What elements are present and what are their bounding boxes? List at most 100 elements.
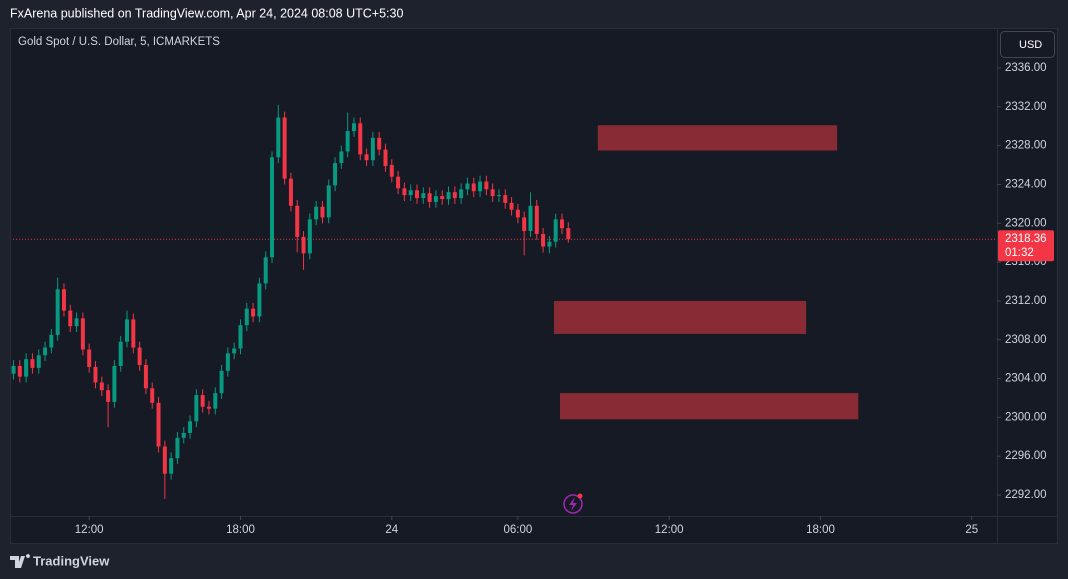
candle-body — [427, 193, 432, 202]
candle-body — [87, 349, 92, 367]
candle-body — [36, 355, 41, 368]
candle-body — [314, 206, 319, 220]
candle-body — [377, 137, 382, 150]
candle-body — [125, 319, 130, 342]
candle-body — [276, 117, 281, 158]
candle-body — [484, 181, 489, 190]
x-tick-label: 06:00 — [503, 524, 532, 536]
candle-body — [339, 151, 344, 164]
x-tick-label: 25 — [965, 524, 978, 536]
zone — [559, 393, 859, 420]
candle-body — [99, 382, 104, 391]
candle-body — [162, 446, 167, 474]
candle-body — [194, 395, 199, 422]
candle-body — [288, 178, 293, 206]
candle-body — [358, 123, 363, 155]
candle-body — [118, 341, 123, 366]
candle-body — [30, 359, 35, 368]
candle-body — [522, 217, 527, 232]
candle-body — [137, 347, 142, 365]
candle-body — [496, 195, 501, 197]
candle-body — [251, 308, 256, 317]
alert-dot — [577, 493, 583, 499]
x-tick-label: 12:00 — [655, 524, 684, 536]
candle-body — [478, 181, 483, 192]
candle-body — [465, 183, 470, 190]
countdown-label: 01:32 — [1005, 247, 1034, 259]
candle-body — [534, 205, 539, 234]
x-tick-label: 18:00 — [226, 524, 255, 536]
price-label: 2318.36 — [1005, 233, 1047, 245]
currency-label: USD — [1019, 39, 1042, 51]
candle-body — [490, 189, 495, 197]
candle-body — [169, 458, 174, 474]
axes: 2292.00 2296.00 2300.00 2304.00 2308.00 2312.… — [75, 62, 1054, 536]
candle-body — [415, 190, 420, 199]
candle-body — [560, 219, 565, 229]
y-tick-label: 2320.00 — [1005, 217, 1047, 229]
candle-body — [421, 193, 426, 199]
candle-body — [509, 202, 514, 210]
candle-body — [175, 437, 180, 459]
candle-body — [244, 308, 249, 326]
candle-body — [446, 192, 451, 200]
candle-body — [206, 406, 211, 409]
brand-name: TradingView — [33, 553, 110, 568]
x-tick-label: 24 — [385, 524, 398, 536]
candle-body — [452, 192, 457, 199]
candle-body — [257, 283, 262, 317]
candle-body — [61, 289, 66, 311]
candle-body — [150, 388, 155, 403]
candle-body — [364, 154, 369, 161]
candle-body — [326, 185, 331, 218]
candle-body — [345, 131, 350, 152]
x-tick-label: 18:00 — [806, 524, 835, 536]
candle-body — [24, 359, 29, 377]
candle-body — [188, 421, 193, 433]
candle-body — [528, 205, 533, 232]
candle-body — [295, 205, 300, 237]
candle-body — [106, 390, 111, 402]
zone — [597, 125, 838, 151]
candle-body — [547, 241, 552, 247]
candle-body — [263, 257, 268, 284]
candle-body — [43, 347, 48, 356]
price-label-box — [998, 230, 1054, 262]
candle-body — [351, 123, 356, 132]
candle-body — [307, 219, 312, 254]
candle-body — [459, 189, 464, 199]
candle-body — [433, 196, 438, 202]
y-tick-label: 2296.00 — [1005, 450, 1047, 462]
y-tick-label: 2304.00 — [1005, 373, 1047, 385]
candle-body — [68, 310, 73, 327]
candle-body — [131, 319, 136, 348]
candle-body — [396, 176, 401, 189]
currency-button[interactable] — [1000, 31, 1055, 58]
x-tick-label: 12:00 — [75, 524, 104, 536]
candle-body — [112, 365, 117, 402]
y-tick-label: 2324.00 — [1005, 178, 1047, 190]
alert-bolt — [569, 497, 577, 511]
candle-body — [301, 236, 306, 254]
y-tick-label: 2308.00 — [1005, 334, 1047, 346]
candle-body — [515, 209, 520, 218]
candle-body — [333, 163, 338, 186]
candle-body — [49, 334, 54, 348]
candle-body — [238, 325, 243, 349]
plot-area — [11, 104, 997, 499]
candle-body — [200, 395, 205, 407]
candle-body — [566, 228, 571, 240]
candle-body — [55, 289, 60, 335]
candle-body — [219, 370, 224, 394]
brand-logo — [10, 554, 30, 568]
candle-body — [156, 402, 161, 447]
candle-body — [408, 190, 413, 196]
y-tick-label: 2300.00 — [1005, 411, 1047, 423]
candle-body — [213, 393, 218, 409]
publish-header: FxArena published on TradingView.com, Ap… — [10, 6, 403, 20]
alert-icon[interactable] — [563, 494, 583, 514]
candle-body — [541, 233, 546, 247]
candle-body — [503, 195, 508, 203]
